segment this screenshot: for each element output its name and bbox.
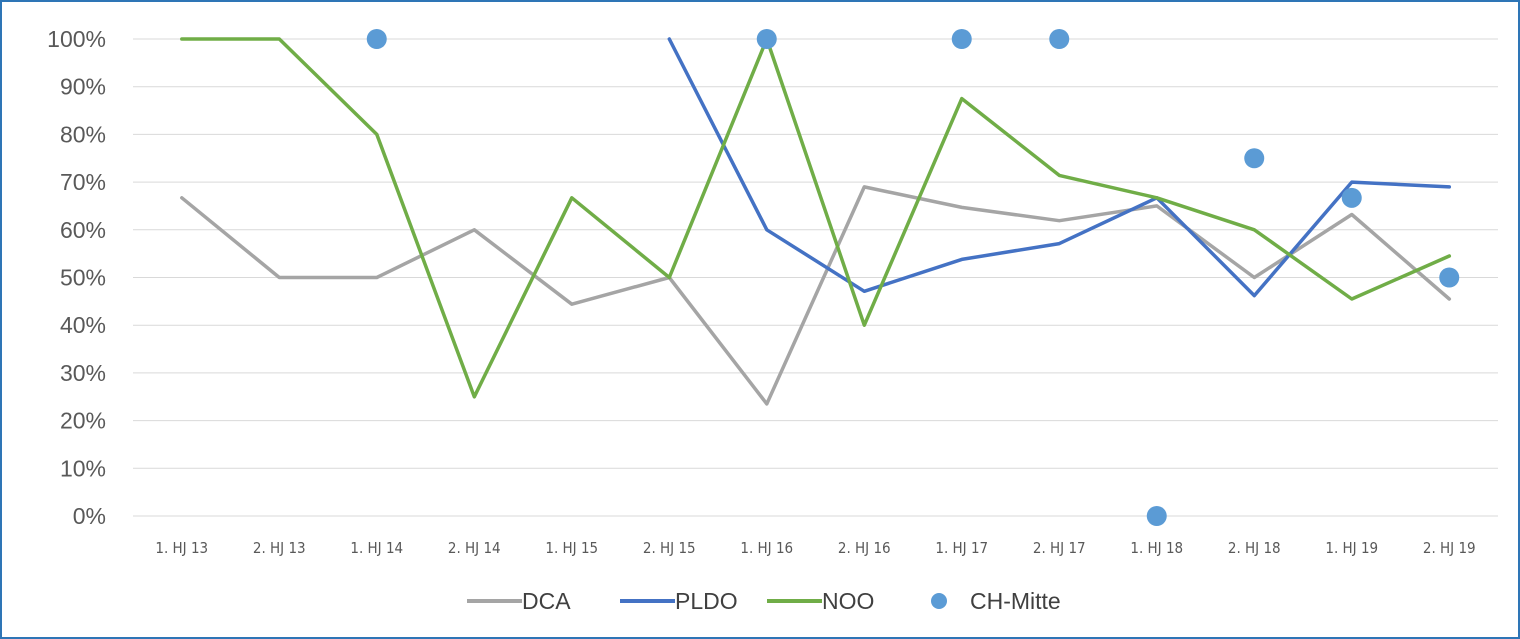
x-tick-label: 1. HJ 17 [935, 539, 988, 557]
y-axis-ticks: 0% 10% 20% 30% 40% 50% 60% 70% 80% 90% 100% [47, 26, 106, 529]
x-tick-label: 2. HJ 19 [1423, 539, 1476, 557]
x-tick-label: 2. HJ 14 [448, 539, 501, 557]
y-tick-label: 0% [73, 503, 106, 529]
x-tick-label: 1. HJ 13 [155, 539, 208, 557]
series-line [180, 185, 1452, 406]
y-tick-label: 80% [60, 121, 106, 147]
data-point [1244, 148, 1265, 169]
data-point [1341, 187, 1362, 208]
data-point [366, 29, 387, 49]
y-tick-label: 60% [60, 217, 106, 243]
y-tick-label: 50% [60, 265, 106, 291]
x-tick-label: 2. HJ 18 [1228, 539, 1281, 557]
series-pldo [667, 37, 1452, 298]
x-tick-label: 2. HJ 16 [838, 539, 891, 557]
legend-swatch [931, 593, 947, 609]
series-dca [180, 185, 1452, 406]
x-tick-label: 1. HJ 14 [350, 539, 403, 557]
x-tick-label: 1. HJ 16 [740, 539, 793, 557]
y-tick-label: 20% [60, 408, 106, 434]
y-tick-label: 40% [60, 312, 106, 338]
x-tick-label: 2. HJ 13 [253, 539, 306, 557]
x-tick-label: 1. HJ 18 [1130, 539, 1183, 557]
data-point [756, 29, 777, 49]
legend-label: CH-Mitte [970, 588, 1061, 614]
legend-item: DCA [467, 588, 571, 614]
legend-item: NOO [767, 588, 874, 614]
y-tick-label: 10% [60, 455, 106, 481]
y-tick-label: 90% [60, 74, 106, 100]
legend-label: NOO [822, 588, 874, 614]
legend-item: CH-Mitte [931, 588, 1061, 614]
x-tick-label: 1. HJ 15 [545, 539, 598, 557]
data-point [1049, 29, 1070, 49]
series-noo [180, 37, 1452, 399]
x-tick-label: 1. HJ 19 [1325, 539, 1378, 557]
legend-label: DCA [522, 588, 571, 614]
series-layer [180, 29, 1460, 526]
series-line [180, 37, 1452, 399]
series-line [667, 37, 1452, 298]
legend: DCA PLDO NOO CH-Mitte [467, 588, 1061, 614]
data-point [1439, 267, 1460, 288]
y-tick-label: 100% [47, 26, 106, 52]
series-ch-mitte [366, 29, 1460, 526]
y-tick-label: 30% [60, 360, 106, 386]
x-tick-label: 2. HJ 17 [1033, 539, 1086, 557]
x-tick-label: 2. HJ 15 [643, 539, 696, 557]
legend-item: PLDO [620, 588, 738, 614]
data-point [951, 29, 972, 49]
legend-label: PLDO [675, 588, 738, 614]
x-axis-ticks: 1. HJ 13 2. HJ 13 1. HJ 14 2. HJ 14 1. HJ 15… [155, 539, 1475, 557]
data-point [1146, 506, 1167, 526]
y-tick-label: 70% [60, 169, 106, 195]
